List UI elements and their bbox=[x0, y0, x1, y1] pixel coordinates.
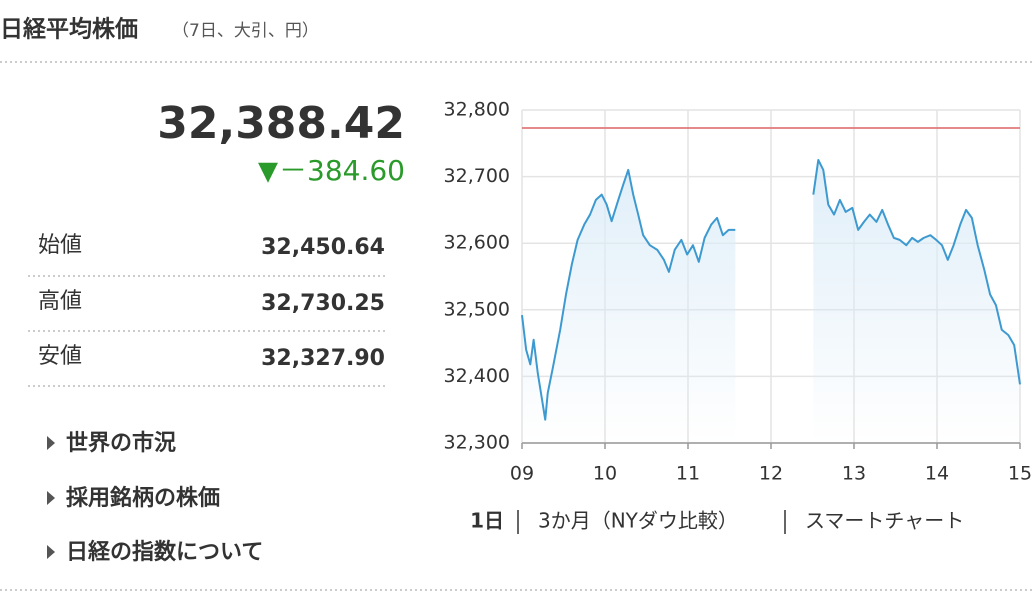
link-arrow bbox=[47, 545, 55, 559]
line-area bbox=[522, 159, 1020, 443]
row-value: 32,450.64 bbox=[261, 235, 385, 260]
row-label: 始値 bbox=[38, 233, 82, 258]
tab-active: 1日 bbox=[470, 509, 504, 533]
link-arrow bbox=[47, 436, 55, 450]
row-label: 高値 bbox=[38, 289, 82, 314]
link[interactable]: 採用銘柄の株価 bbox=[66, 486, 220, 511]
y-tick-label: 32,300 bbox=[444, 432, 510, 454]
y-tick-label: 32,500 bbox=[444, 298, 510, 320]
tab[interactable]: 3か月（NYダウ比較） bbox=[538, 509, 738, 533]
y-tick-label: 32,800 bbox=[444, 99, 510, 121]
x-tick-label: 10 bbox=[593, 463, 617, 485]
x-tick-label: 15 bbox=[1008, 463, 1032, 485]
x-tick-label: 09 bbox=[510, 463, 534, 485]
change-icon: ▼ bbox=[258, 157, 278, 187]
row-value: 32,327.90 bbox=[261, 346, 385, 371]
x-tick-label: 11 bbox=[676, 463, 700, 485]
change: －384.60 bbox=[279, 154, 405, 187]
price-line bbox=[521, 158, 1021, 421]
y-tick-label: 32,700 bbox=[444, 165, 510, 187]
price: 32,388.42 bbox=[157, 98, 405, 149]
y-tick-label: 32,600 bbox=[444, 232, 510, 254]
x-tick-label: 12 bbox=[759, 463, 783, 485]
tab[interactable]: スマートチャート bbox=[805, 509, 964, 533]
x-tick-label: 14 bbox=[925, 463, 949, 485]
row-label: 安値 bbox=[38, 344, 82, 369]
subtitle: （7日、大引、円） bbox=[172, 21, 319, 41]
link-arrow bbox=[47, 491, 55, 505]
x-tick-label: 13 bbox=[842, 463, 866, 485]
y-tick-label: 32,400 bbox=[444, 365, 510, 387]
row-value: 32,730.25 bbox=[261, 291, 385, 316]
title: 日経平均株価 bbox=[0, 16, 138, 43]
link[interactable]: 日経の指数について bbox=[66, 539, 263, 565]
link[interactable]: 世界の市況 bbox=[66, 430, 176, 456]
